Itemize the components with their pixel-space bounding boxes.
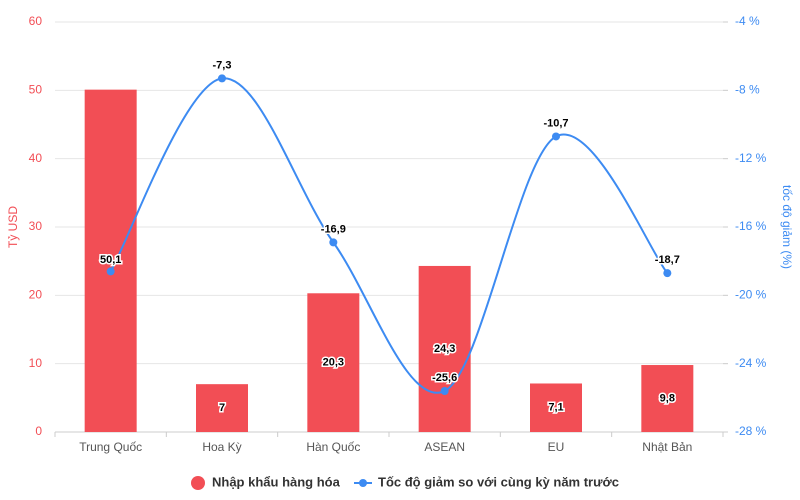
- line-value-label: -10,7: [543, 117, 568, 129]
- x-tick-label: Nhật Bản: [642, 440, 692, 454]
- bar-value-label: 20,3: [323, 357, 344, 369]
- bar: [418, 265, 471, 432]
- y-tick-label: 30: [29, 219, 43, 233]
- x-tick-label: EU: [548, 440, 565, 454]
- bar-value-label: 24,3: [434, 343, 455, 355]
- bar: [196, 384, 248, 432]
- legend-marker: [359, 479, 367, 487]
- legend-label: Tốc độ giảm so với cùng kỳ năm trước: [378, 474, 619, 489]
- y2-tick-label: -16 %: [735, 219, 767, 233]
- x-tick-label: Hoa Kỳ: [202, 440, 241, 454]
- bar: [530, 383, 582, 432]
- line-point: [552, 132, 560, 141]
- x-tick-label: Hàn Quốc: [306, 440, 360, 454]
- line-point: [663, 269, 672, 278]
- bar-value-label: 7: [219, 402, 225, 414]
- y-tick-label: 40: [29, 151, 43, 165]
- bar: [641, 365, 694, 432]
- legend-label: Nhập khẩu hàng hóa: [212, 474, 341, 489]
- line-point: [329, 238, 338, 247]
- line-point: [440, 387, 449, 395]
- y2-tick-label: -28 %: [735, 424, 767, 438]
- y2-tick-label: -24 %: [735, 356, 767, 370]
- line-value-label: -18,7: [655, 254, 680, 266]
- y2-tick-label: -8 %: [735, 83, 760, 97]
- y-tick-label: 50: [29, 83, 43, 97]
- x-tick-label: ASEAN: [424, 440, 465, 454]
- y-tick-label: 0: [35, 424, 42, 438]
- line-value-label: -7,3: [213, 59, 232, 71]
- line-point: [106, 267, 115, 276]
- y-tick-label: 60: [29, 14, 43, 28]
- y2-tick-label: -4 %: [735, 14, 760, 28]
- bar-value-label: 7,1: [548, 402, 563, 414]
- y2-tick-label: -12 %: [735, 151, 767, 165]
- x-tick-label: Trung Quốc: [79, 440, 142, 454]
- y-tick-label: 10: [29, 356, 43, 370]
- y2-tick-label: -20 %: [735, 288, 767, 302]
- line-value-label: -25,6: [432, 372, 457, 384]
- line-value-label: -16,9: [321, 223, 346, 235]
- y-tick-label: 20: [29, 288, 43, 302]
- y-axis-label: Tỷ USD: [6, 206, 20, 248]
- line-point: [218, 74, 226, 83]
- legend-marker: [191, 476, 205, 490]
- bar-value-label: 50,1: [100, 254, 121, 266]
- bar: [84, 89, 137, 433]
- bar-value-label: 9,8: [660, 392, 675, 404]
- line: [109, 77, 669, 394]
- bar: [307, 293, 360, 432]
- y2-axis-label: tốc độ giảm (%): [780, 185, 794, 269]
